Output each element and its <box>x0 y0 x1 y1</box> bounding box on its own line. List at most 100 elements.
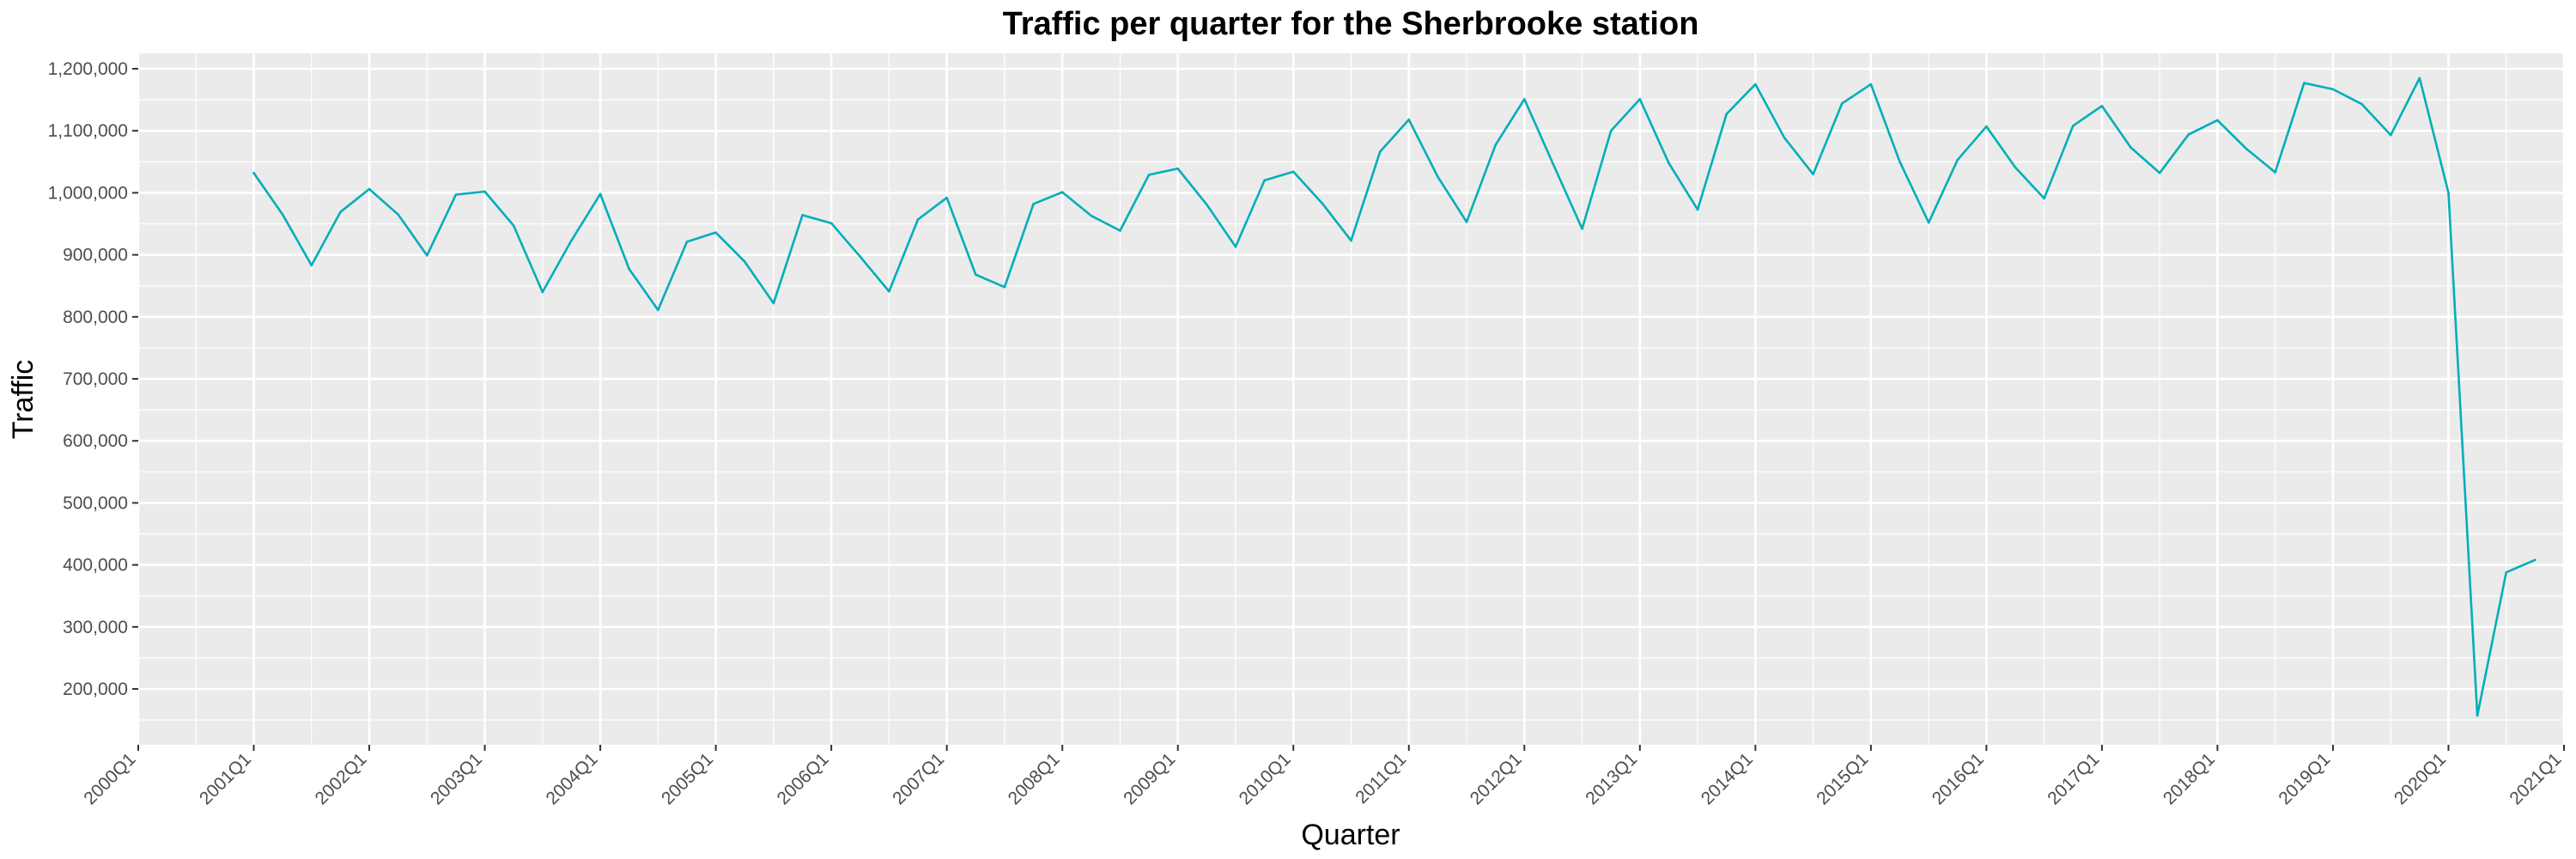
data-point <box>1927 221 1930 224</box>
data-point <box>628 267 631 271</box>
x-axis-title: Quarter <box>1301 819 1400 851</box>
data-point <box>1176 167 1180 170</box>
x-tick-label: 2001Q1 <box>196 749 255 808</box>
data-point <box>2129 146 2132 149</box>
data-point <box>2274 171 2276 174</box>
data-point <box>252 172 255 174</box>
data-point <box>2245 147 2248 150</box>
x-tick-label: 2014Q1 <box>1698 749 1757 808</box>
data-point <box>541 290 544 294</box>
data-point <box>888 289 890 293</box>
x-tick-label: 2003Q1 <box>427 749 486 808</box>
data-point <box>2158 172 2161 174</box>
y-axis: 200,000 300,000 400,000 500,000 600,000 700,0… <box>48 59 138 699</box>
data-point <box>1263 179 1266 182</box>
data-point <box>859 255 862 259</box>
data-point <box>1032 203 1035 205</box>
minor-gridlines <box>138 53 2564 745</box>
data-point <box>1696 208 1699 211</box>
x-tick-label: 2006Q1 <box>774 749 833 808</box>
data-point <box>1899 161 1901 163</box>
data-point <box>1350 239 1352 242</box>
series-layer <box>252 76 2537 717</box>
y-tick-label: 800,000 <box>63 308 128 327</box>
y-tick-label: 200,000 <box>63 679 128 699</box>
data-point <box>714 231 717 234</box>
data-point <box>2534 558 2537 562</box>
data-point <box>2303 82 2306 84</box>
data-point <box>310 264 313 267</box>
data-point <box>2331 88 2335 91</box>
x-tick-label: 2013Q1 <box>1582 749 1641 808</box>
data-point <box>397 213 399 216</box>
data-point <box>1668 161 1670 165</box>
data-point <box>483 190 486 193</box>
data-point <box>2043 197 2045 200</box>
data-point <box>1725 113 1728 116</box>
data-point <box>1437 175 1439 178</box>
y-tick-label: 400,000 <box>63 556 128 576</box>
data-point <box>1060 191 1064 194</box>
x-tick-label: 2002Q1 <box>311 749 370 808</box>
x-tick-label: 2008Q1 <box>1005 749 1064 808</box>
x-tick-label: 2005Q1 <box>658 749 717 808</box>
data-point <box>368 187 371 191</box>
data-point <box>1840 102 1844 105</box>
data-point <box>512 224 515 228</box>
y-tick-label: 700,000 <box>63 369 128 389</box>
data-point <box>685 241 689 243</box>
data-point <box>801 214 804 216</box>
data-point <box>829 222 833 225</box>
x-tick-label: 2018Q1 <box>2160 749 2219 808</box>
data-point <box>570 239 573 242</box>
data-point <box>2447 192 2450 194</box>
x-tick-label: 2007Q1 <box>889 749 948 808</box>
x-tick-label: 2015Q1 <box>1813 749 1872 808</box>
y-tick-label: 500,000 <box>63 493 128 513</box>
data-point <box>2360 102 2363 106</box>
data-point <box>1812 173 1814 176</box>
x-tick-label: 2011Q1 <box>1352 749 1410 807</box>
data-point <box>1407 118 1411 121</box>
y-tick-label: 600,000 <box>63 431 128 451</box>
chart-title: Traffic per quarter for the Sherbrooke s… <box>1003 6 1699 42</box>
data-point <box>743 260 746 263</box>
data-point <box>1321 202 1324 205</box>
data-point <box>1581 228 1583 230</box>
data-point <box>1783 136 1786 139</box>
data-point <box>1985 125 1988 128</box>
x-tick-label: 2016Q1 <box>1929 749 1988 808</box>
x-tick-label: 2009Q1 <box>1120 749 1179 808</box>
x-tick-label: 2020Q1 <box>2391 749 2450 808</box>
data-point <box>2216 119 2219 122</box>
data-point <box>1956 158 1959 161</box>
data-point <box>1206 203 1208 206</box>
major-gridlines <box>137 53 2566 745</box>
data-point <box>1494 143 1497 147</box>
data-point <box>1552 162 1555 166</box>
x-axis: 2000Q1 2001Q1 2002Q1 2003Q1 2004Q1 2005Q1 2006… <box>80 745 2566 808</box>
data-point <box>281 213 284 216</box>
data-point <box>945 196 948 199</box>
data-point <box>772 302 775 305</box>
data-point <box>2418 76 2421 80</box>
x-tick-label: 2012Q1 <box>1467 749 1526 808</box>
data-point <box>916 218 920 221</box>
x-tick-label: 2021Q1 <box>2506 749 2565 808</box>
data-point <box>1090 214 1093 217</box>
x-tick-label: 2010Q1 <box>1236 749 1295 808</box>
data-point <box>2389 134 2392 137</box>
x-tick-label: 2017Q1 <box>2044 749 2103 808</box>
y-tick-label: 1,100,000 <box>48 121 128 141</box>
data-point <box>1003 285 1006 289</box>
series-line <box>252 76 2536 717</box>
data-point <box>1119 229 1121 232</box>
data-point <box>975 273 977 277</box>
y-tick-label: 1,200,000 <box>48 59 128 79</box>
data-point <box>1234 245 1237 248</box>
data-point <box>1638 98 1642 101</box>
data-point <box>1465 221 1468 223</box>
data-point <box>598 192 602 196</box>
data-point <box>1522 98 1526 101</box>
